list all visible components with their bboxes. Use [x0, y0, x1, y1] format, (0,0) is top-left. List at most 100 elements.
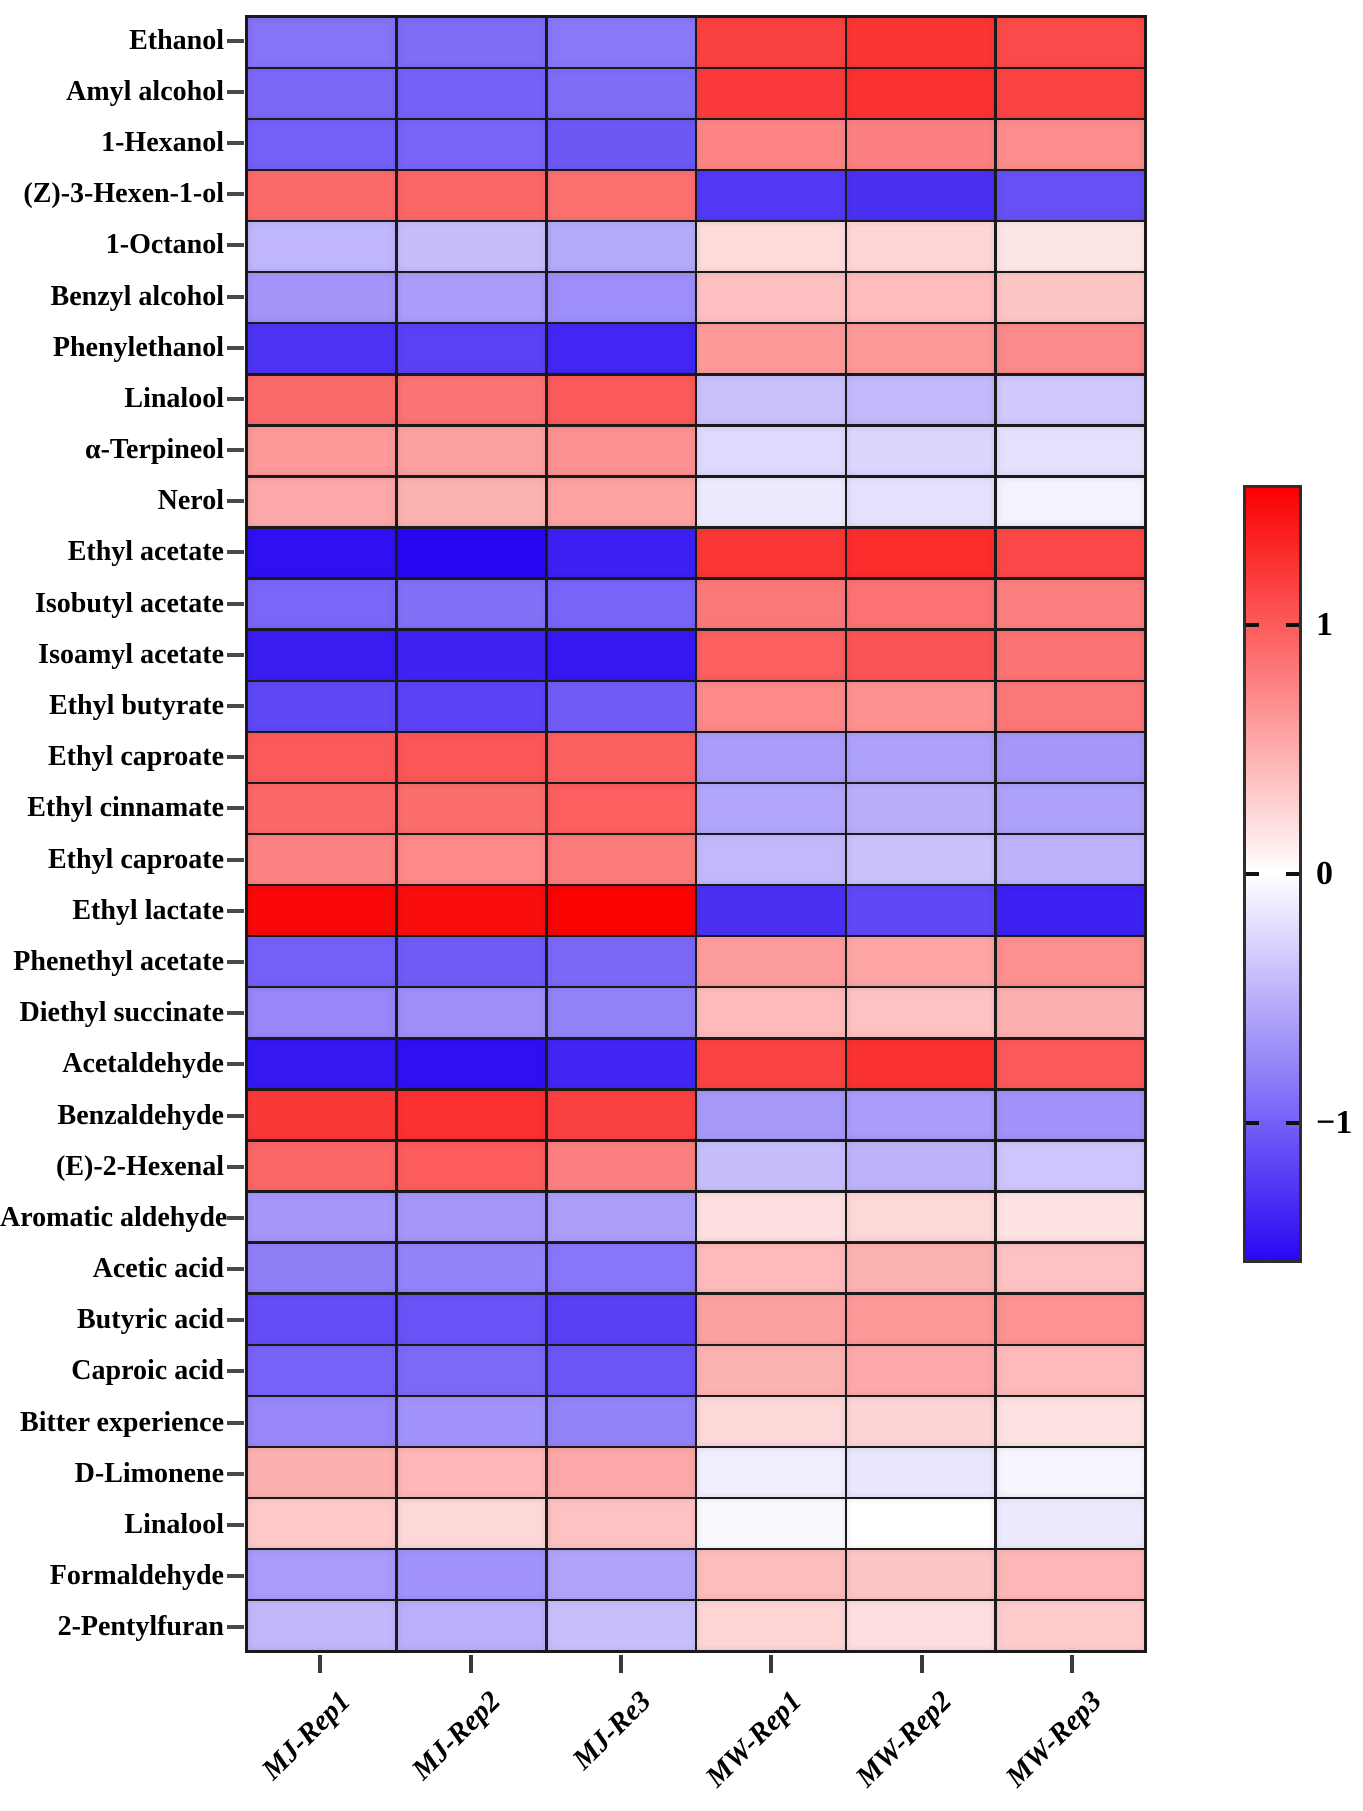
- heatmap-cell: [996, 426, 1144, 476]
- y-tick: [227, 1471, 244, 1476]
- row-label: Benzaldehyde: [57, 1099, 224, 1131]
- heatmap-cell: [547, 69, 695, 118]
- heatmap-cell: [697, 1499, 845, 1548]
- heatmap-cell: [697, 1397, 845, 1446]
- heatmap-cell: [847, 426, 995, 476]
- heatmap-cell: [547, 1243, 695, 1293]
- heatmap-cell: [397, 1550, 545, 1599]
- heatmap-cell: [847, 1192, 995, 1242]
- heatmap-cell: [996, 1448, 1144, 1497]
- heatmap-cell: [697, 1448, 845, 1497]
- heatmap-cell: [547, 835, 695, 884]
- heatmap-cell: [697, 784, 845, 833]
- y-tick: [227, 1011, 244, 1016]
- heatmap-cell: [248, 1294, 396, 1344]
- heatmap-cell: [397, 733, 545, 782]
- heatmap-cell: [397, 1192, 545, 1242]
- heatmap-cell: [397, 1601, 545, 1650]
- heatmap-cell: [397, 18, 545, 67]
- heatmap-cell: [547, 1397, 695, 1446]
- x-tick: [468, 1655, 473, 1673]
- heatmap-cell: [847, 324, 995, 374]
- heatmap-cell: [996, 1499, 1144, 1548]
- heatmap-cell: [397, 375, 545, 425]
- heatmap-cell: [847, 1294, 995, 1344]
- heatmap-cell: [547, 1192, 695, 1242]
- x-tick: [618, 1655, 623, 1673]
- heatmap-cell: [847, 1550, 995, 1599]
- heatmap-cell: [996, 1039, 1144, 1089]
- heatmap-cell: [248, 375, 396, 425]
- heatmap-cell: [847, 1601, 995, 1650]
- y-tick: [227, 755, 244, 760]
- heatmap-cell: [547, 426, 695, 476]
- row-label: 1-Octanol: [105, 229, 224, 261]
- heatmap-cell: [847, 630, 995, 680]
- heatmap-cell: [847, 1346, 995, 1395]
- heatmap-cell: [397, 1090, 545, 1140]
- heatmap-cell: [697, 18, 845, 67]
- y-tick: [227, 345, 244, 350]
- row-label: Ethyl cinnamate: [27, 792, 224, 824]
- heatmap-cell: [248, 18, 396, 67]
- row-label: Ethyl lactate: [72, 894, 224, 926]
- y-tick: [227, 1113, 244, 1118]
- heatmap-cell: [847, 477, 995, 527]
- row-label: Acetic acid: [92, 1253, 224, 1285]
- heatmap-cell: [697, 324, 845, 374]
- row-label: Amyl alcohol: [66, 75, 224, 107]
- heatmap-cell: [847, 988, 995, 1038]
- colorbar-tick: [1246, 872, 1259, 876]
- heatmap-cell: [397, 1448, 545, 1497]
- heatmap-cell: [697, 1090, 845, 1140]
- row-label: D-Limonene: [74, 1457, 224, 1489]
- heatmap-cell: [697, 528, 845, 578]
- heatmap-cell: [847, 1039, 995, 1089]
- y-tick: [227, 140, 244, 145]
- heatmap-cell: [996, 69, 1144, 118]
- y-tick: [227, 192, 244, 197]
- heatmap-cell: [248, 1243, 396, 1293]
- heatmap-cell: [847, 1141, 995, 1191]
- heatmap-cell: [697, 1346, 845, 1395]
- heatmap-cell: [397, 835, 545, 884]
- colorbar-tick: [1286, 1121, 1299, 1126]
- heatmap-cell: [996, 18, 1144, 67]
- y-tick: [227, 550, 244, 555]
- row-label: Linalool: [124, 1509, 224, 1541]
- heatmap-cell: [847, 18, 995, 67]
- y-tick: [227, 448, 244, 453]
- row-label: 2-Pentylfuran: [57, 1611, 224, 1643]
- heatmap-cell: [248, 1397, 396, 1446]
- heatmap-cell: [248, 69, 396, 118]
- heatmap-cell: [996, 1397, 1144, 1446]
- y-tick: [227, 396, 244, 401]
- heatmap-cell: [697, 477, 845, 527]
- heatmap-cell: [847, 120, 995, 169]
- heatmap-cell: [397, 273, 545, 322]
- y-tick: [227, 908, 244, 913]
- heatmap-cell: [547, 171, 695, 220]
- heatmap-cell: [697, 988, 845, 1038]
- heatmap-cell: [996, 784, 1144, 833]
- heatmap-cell: [547, 1550, 695, 1599]
- heatmap-cell: [697, 1192, 845, 1242]
- heatmap-cell: [697, 682, 845, 731]
- row-label: Isobutyl acetate: [35, 587, 224, 619]
- heatmap-cell: [697, 222, 845, 271]
- row-label: α-Terpineol: [84, 434, 224, 466]
- heatmap-cell: [697, 630, 845, 680]
- heatmap-cell: [248, 273, 396, 322]
- heatmap-cell: [547, 1346, 695, 1395]
- heatmap-cell: [397, 682, 545, 731]
- y-tick: [227, 601, 244, 606]
- heatmap-cell: [397, 937, 545, 986]
- column-label: MW-Rep1: [699, 1685, 808, 1794]
- colorbar-tick-label: 1: [1316, 605, 1333, 643]
- heatmap-cell: [847, 682, 995, 731]
- heatmap-cell: [697, 1294, 845, 1344]
- y-tick: [227, 857, 244, 862]
- heatmap-cell: [996, 1601, 1144, 1650]
- heatmap-cell: [248, 733, 396, 782]
- heatmap-cell: [697, 835, 845, 884]
